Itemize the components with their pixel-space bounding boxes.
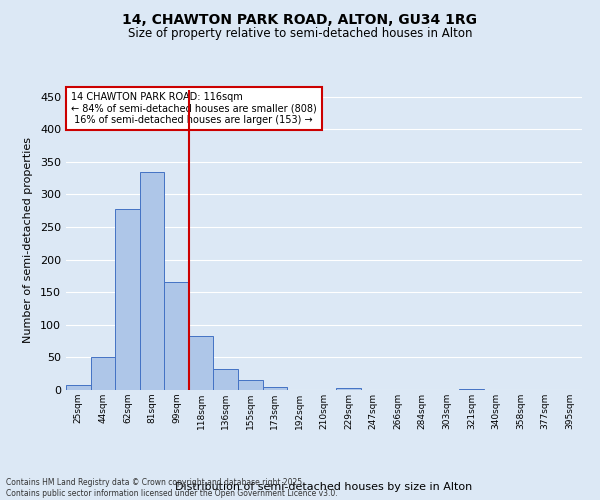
Bar <box>336 388 361 390</box>
Text: Size of property relative to semi-detached houses in Alton: Size of property relative to semi-detach… <box>128 28 472 40</box>
Bar <box>459 388 484 390</box>
Text: Contains HM Land Registry data © Crown copyright and database right 2025.
Contai: Contains HM Land Registry data © Crown c… <box>6 478 338 498</box>
Bar <box>91 358 115 390</box>
Text: 14, CHAWTON PARK ROAD, ALTON, GU34 1RG: 14, CHAWTON PARK ROAD, ALTON, GU34 1RG <box>122 12 478 26</box>
Bar <box>189 336 214 390</box>
X-axis label: Distribution of semi-detached houses by size in Alton: Distribution of semi-detached houses by … <box>175 482 473 492</box>
Bar <box>66 386 91 390</box>
Bar <box>140 172 164 390</box>
Bar <box>263 386 287 390</box>
Bar <box>238 380 263 390</box>
Text: 14 CHAWTON PARK ROAD: 116sqm
← 84% of semi-detached houses are smaller (808)
 16: 14 CHAWTON PARK ROAD: 116sqm ← 84% of se… <box>71 92 317 124</box>
Y-axis label: Number of semi-detached properties: Number of semi-detached properties <box>23 137 33 343</box>
Bar <box>164 282 189 390</box>
Bar <box>115 210 140 390</box>
Bar <box>214 369 238 390</box>
